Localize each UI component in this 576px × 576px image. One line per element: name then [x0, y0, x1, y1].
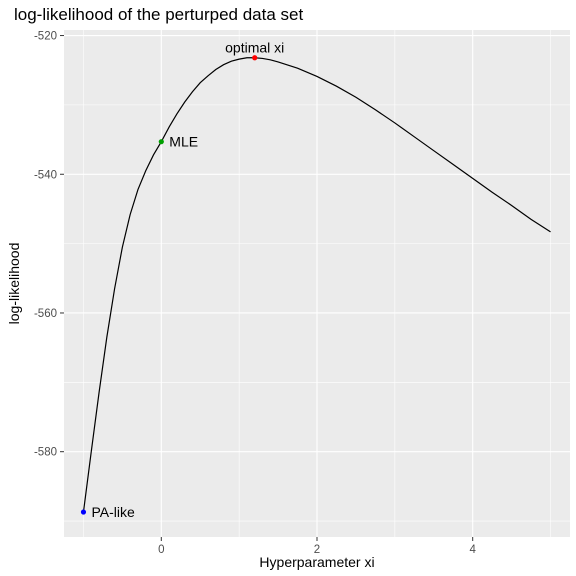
point-label: optimal xi	[225, 40, 284, 56]
marked-points: PA-like MLE optimal xi	[80, 40, 284, 520]
y-axis-title: log-likelihood	[6, 243, 22, 325]
likelihood-curve	[82, 57, 551, 513]
grid-major	[64, 30, 570, 537]
y-axis-ticks: -580 -560 -540 -520	[34, 31, 64, 459]
x-axis-title: Hyperparameter xi	[259, 554, 374, 570]
point-marker	[80, 509, 87, 515]
point-marker	[252, 55, 258, 61]
y-tick-label: -560	[34, 308, 57, 320]
y-tick-label: -520	[34, 31, 57, 43]
x-tick-label: 0	[158, 544, 164, 556]
point-label: MLE	[169, 134, 198, 150]
point-marker	[158, 139, 164, 145]
x-tick-label: 4	[469, 544, 476, 556]
point-label: PA-like	[91, 504, 135, 520]
y-tick-label: -540	[34, 169, 57, 181]
y-tick-label: -580	[34, 447, 57, 459]
chart-title: log-likelihood of the perturped data set	[14, 5, 304, 24]
x-tick-label: 2	[314, 544, 320, 556]
x-axis-ticks: 0 2 4	[158, 537, 476, 556]
